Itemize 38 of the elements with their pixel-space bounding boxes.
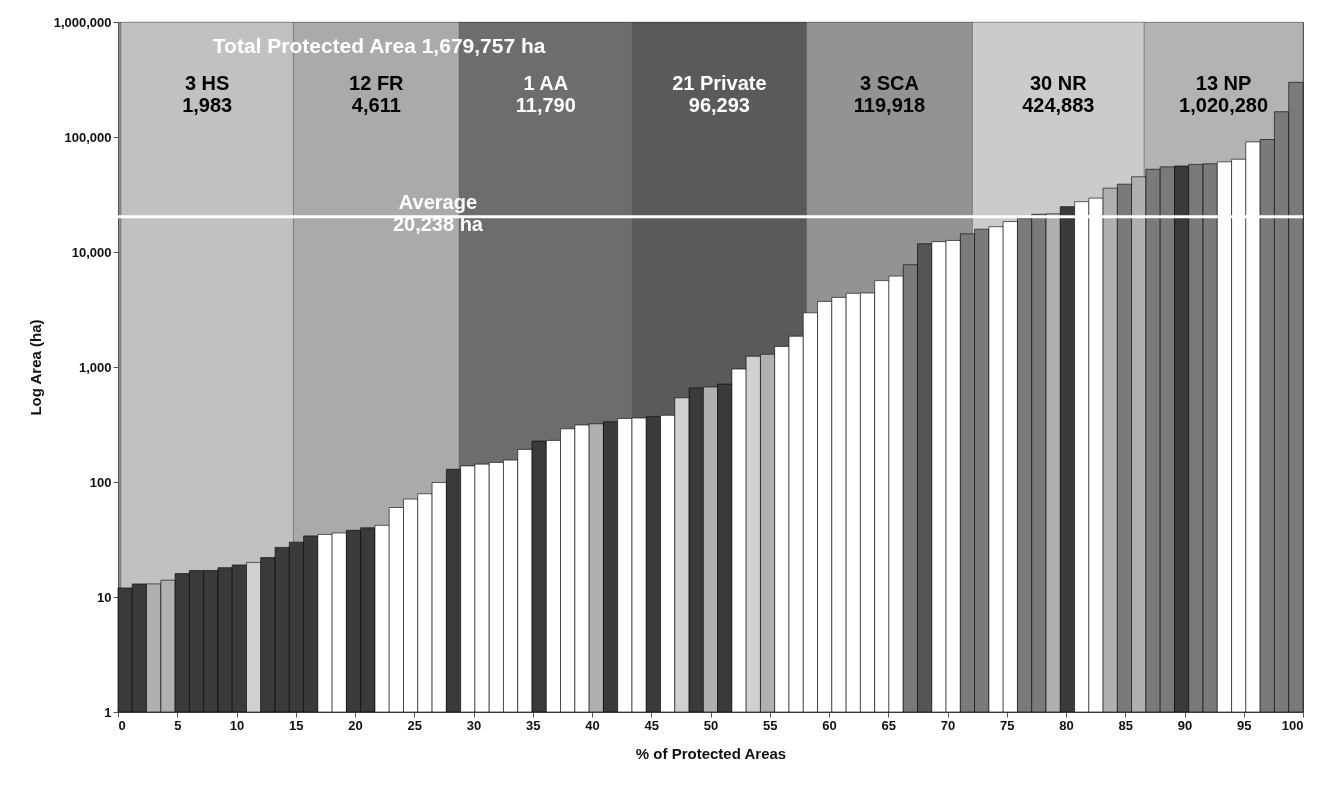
band-label: 13 NP 1,020,280 [1179, 72, 1269, 116]
x-tick-label: 35 [526, 717, 541, 733]
x-tick-label: 65 [881, 717, 896, 733]
x-tick-label: 95 [1237, 717, 1252, 733]
x-tick-label: 60 [822, 717, 837, 733]
band-label: 3 SCA 119,918 [853, 72, 926, 116]
band-label: 21 Private 96,293 [672, 72, 767, 116]
x-axis-title: % of Protected Areas [635, 744, 787, 762]
y-tick-label: 10,000 [71, 244, 112, 260]
annotation: Total Protected Area 1,679,757 ha [212, 34, 546, 57]
x-tick-label: 70 [940, 717, 956, 733]
x-tick-label: 75 [1000, 717, 1015, 733]
x-tick-label: 5 [174, 717, 182, 733]
x-tick-label: 25 [407, 717, 422, 733]
y-tick-label: 100 [89, 474, 112, 490]
x-tick-label: 50 [703, 717, 719, 733]
x-tick-label: 85 [1118, 717, 1133, 733]
y-tick-label: 1,000 [78, 359, 112, 375]
x-tick-label: 0 [118, 717, 126, 733]
band-label: 1 AA 11,790 [515, 72, 576, 116]
y-axis-title: Log Area (ha) [26, 319, 44, 416]
y-tick-label: 1,000,000 [53, 14, 112, 30]
x-tick-label: 80 [1059, 717, 1074, 733]
x-tick-label: 10 [229, 717, 245, 733]
x-tick-label: 45 [644, 717, 659, 733]
x-tick-label: 15 [289, 717, 304, 733]
x-tick-label: 30 [466, 717, 482, 733]
y-tick-label: 100,000 [64, 129, 112, 145]
x-tick-label: 100 [1281, 717, 1304, 733]
x-tick-label: 40 [585, 717, 600, 733]
y-tick-label: 1 [104, 704, 112, 720]
band-label: 30 NR 424,883 [1022, 72, 1095, 116]
x-tick-label: 55 [763, 717, 778, 733]
y-tick-label: 10 [97, 589, 112, 605]
x-tick-label: 20 [348, 717, 363, 733]
band-label: 3 HS 1,983 [182, 72, 233, 116]
x-tick-label: 90 [1177, 717, 1193, 733]
band-label: 12 FR 4,611 [349, 72, 405, 116]
